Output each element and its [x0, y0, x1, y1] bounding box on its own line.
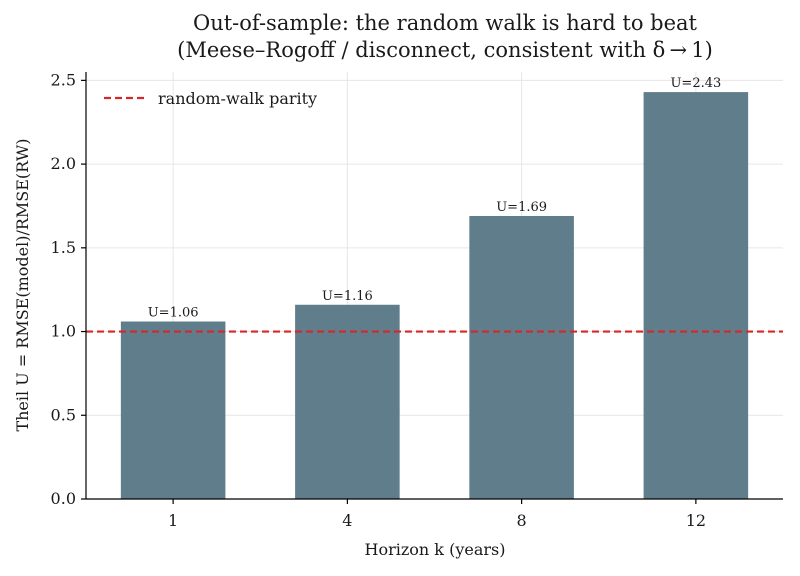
bar-data-label: U=2.43 — [670, 76, 721, 91]
legend: random-walk parity — [104, 89, 317, 108]
y-tick-label: 0.0 — [51, 489, 76, 508]
bar-horizon-4 — [295, 304, 400, 499]
x-tick-label: 1 — [168, 511, 178, 530]
y-tick-label: 0.5 — [51, 405, 76, 424]
y-axis-label: Theil U = RMSE(model)/RMSE(RW) — [13, 138, 32, 431]
x-axis-label: Horizon k (years) — [365, 540, 506, 559]
y-tick-label: 1.5 — [51, 238, 76, 257]
bar-horizon-8 — [469, 216, 574, 499]
y-tick-label: 1.0 — [51, 322, 76, 341]
ticks: 0.0 0.5 1.0 1.5 2.0 2.5 1 4 8 12 — [51, 70, 707, 530]
bar-data-labels: U=1.06 U=1.16 U=1.69 U=2.43 — [148, 76, 722, 320]
bar-data-label: U=1.06 — [148, 306, 199, 321]
bar-horizon-1 — [120, 321, 226, 499]
chart-title-line-1: Out-of-sample: the random walk is hard t… — [193, 11, 698, 35]
x-tick-label: 4 — [342, 511, 352, 530]
bar-data-label: U=1.69 — [496, 200, 547, 215]
y-tick-label: 2.5 — [51, 70, 76, 89]
axes — [85, 72, 783, 500]
x-tick-label: 8 — [517, 511, 527, 530]
chart-title-line-2: (Meese–Rogoff / disconnect, consistent w… — [177, 38, 713, 62]
legend-label-random-walk-parity: random-walk parity — [158, 89, 317, 108]
y-tick-label: 2.0 — [51, 154, 76, 173]
bar-data-label: U=1.16 — [322, 289, 373, 304]
bars — [120, 92, 749, 499]
bar-horizon-12 — [643, 92, 749, 499]
x-tick-label: 12 — [686, 511, 706, 530]
